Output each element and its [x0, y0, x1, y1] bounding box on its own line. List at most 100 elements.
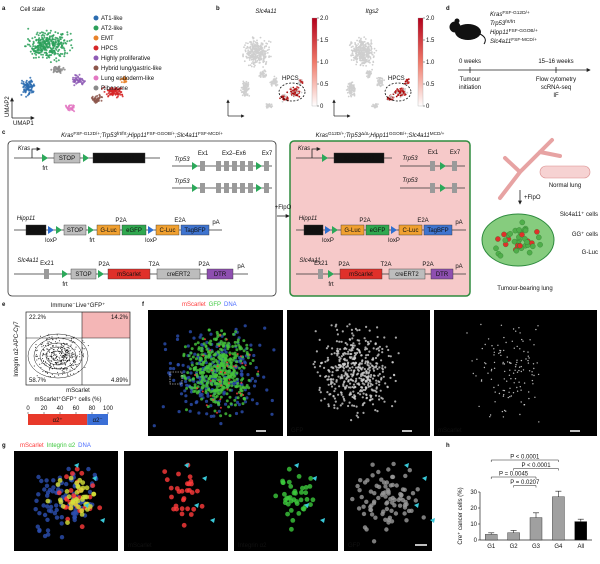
umap-point [256, 39, 258, 42]
event-dot [56, 349, 58, 351]
arrowhead [184, 463, 189, 468]
umap-point [350, 59, 353, 61]
cell-signal [47, 487, 53, 493]
event-dot [46, 363, 48, 364]
umap-point [405, 80, 408, 82]
umap-point [259, 76, 262, 78]
cell-signal [185, 386, 189, 390]
umap-point [266, 49, 269, 51]
cell-signal [207, 328, 211, 332]
construct-element [63, 224, 87, 236]
cell-signal [179, 506, 185, 512]
umap-point [28, 84, 31, 86]
cell-signal [346, 343, 349, 346]
cell-signal [363, 401, 366, 404]
colorbar-tick-label: 1.0 [426, 60, 435, 66]
cell-signal [389, 376, 392, 379]
cell-signal [391, 461, 396, 467]
cell-signal [300, 485, 305, 491]
cell-signal [290, 518, 296, 523]
cell-signal [483, 366, 486, 369]
cell-signal [342, 352, 345, 355]
umap-point [63, 55, 66, 58]
cell-signal [335, 366, 338, 369]
element-label: Hipp11 [299, 216, 318, 222]
cell-signal [242, 339, 246, 343]
umap-point [298, 81, 301, 84]
cell-signal [503, 409, 506, 412]
umap-point [25, 95, 28, 98]
cell-signal [351, 332, 354, 335]
cell-signal [501, 410, 504, 413]
y-tick-label: 0 [474, 538, 478, 544]
umap-point [373, 55, 375, 57]
umap-point [351, 52, 354, 55]
cell-signal [378, 398, 381, 401]
cell-signal [537, 325, 539, 327]
cell-signal [63, 481, 69, 487]
cell-signal [207, 364, 211, 368]
cell-signal [361, 511, 367, 517]
cell-signal [237, 343, 241, 347]
allele: Δ/Δ [361, 131, 369, 136]
cell-signal [36, 492, 41, 497]
cell-signal [389, 355, 392, 358]
element-label: loxP [388, 238, 400, 244]
y-tick-label: 30 [470, 490, 477, 496]
umap-point [59, 52, 62, 55]
element-label: CAG [29, 228, 42, 234]
event-dot [54, 367, 56, 369]
cell-signal [344, 387, 347, 390]
element-label: eGFP [370, 228, 386, 234]
exon [318, 269, 323, 279]
umap-point [392, 95, 395, 98]
umap-point [360, 55, 363, 58]
bar-segment [87, 414, 108, 425]
umap-point [26, 82, 29, 85]
cell-signal [176, 471, 181, 477]
event-dot [41, 346, 43, 348]
cell-signal [360, 354, 363, 357]
umap-point [254, 58, 257, 61]
cell-signal [484, 362, 486, 364]
umap-point [21, 79, 23, 82]
cell-signal [512, 392, 515, 394]
element-label: Slc4a11 [299, 258, 320, 264]
cell-signal [224, 402, 228, 406]
cell-signal [220, 329, 224, 333]
exon [232, 161, 237, 171]
umap-point [37, 56, 40, 59]
umap-point [45, 44, 48, 47]
cell-signal [347, 379, 350, 382]
event: scRNA-seq [541, 85, 571, 91]
cell-signal [228, 414, 232, 418]
umap-point [254, 64, 256, 67]
umap-point [368, 50, 371, 52]
error-bar [510, 530, 517, 533]
umap-point [363, 61, 366, 63]
cell-signal [421, 515, 426, 520]
cell-signal [393, 511, 399, 516]
umap-point [360, 50, 363, 53]
cell-signal [91, 491, 97, 497]
cell-signal [250, 377, 254, 381]
image-label: mScarlet [438, 428, 462, 434]
umap-point [268, 40, 270, 43]
event-dot [75, 346, 77, 348]
cell-signal [219, 390, 223, 394]
event-dot [57, 371, 59, 373]
umap-point [372, 103, 374, 106]
cell-signal [229, 358, 233, 362]
panel-label: c [2, 130, 6, 136]
umap-point [380, 77, 382, 80]
umap-point [114, 87, 117, 89]
event-dot [50, 365, 51, 367]
cell-signal [239, 359, 243, 363]
cell-signal [336, 347, 339, 350]
arrowhead [202, 476, 207, 481]
umap-point [35, 33, 38, 36]
cell-signal [205, 412, 209, 416]
umap-point [43, 51, 46, 54]
umap-point [50, 54, 53, 56]
gene: ;Hipp11 [126, 133, 146, 139]
